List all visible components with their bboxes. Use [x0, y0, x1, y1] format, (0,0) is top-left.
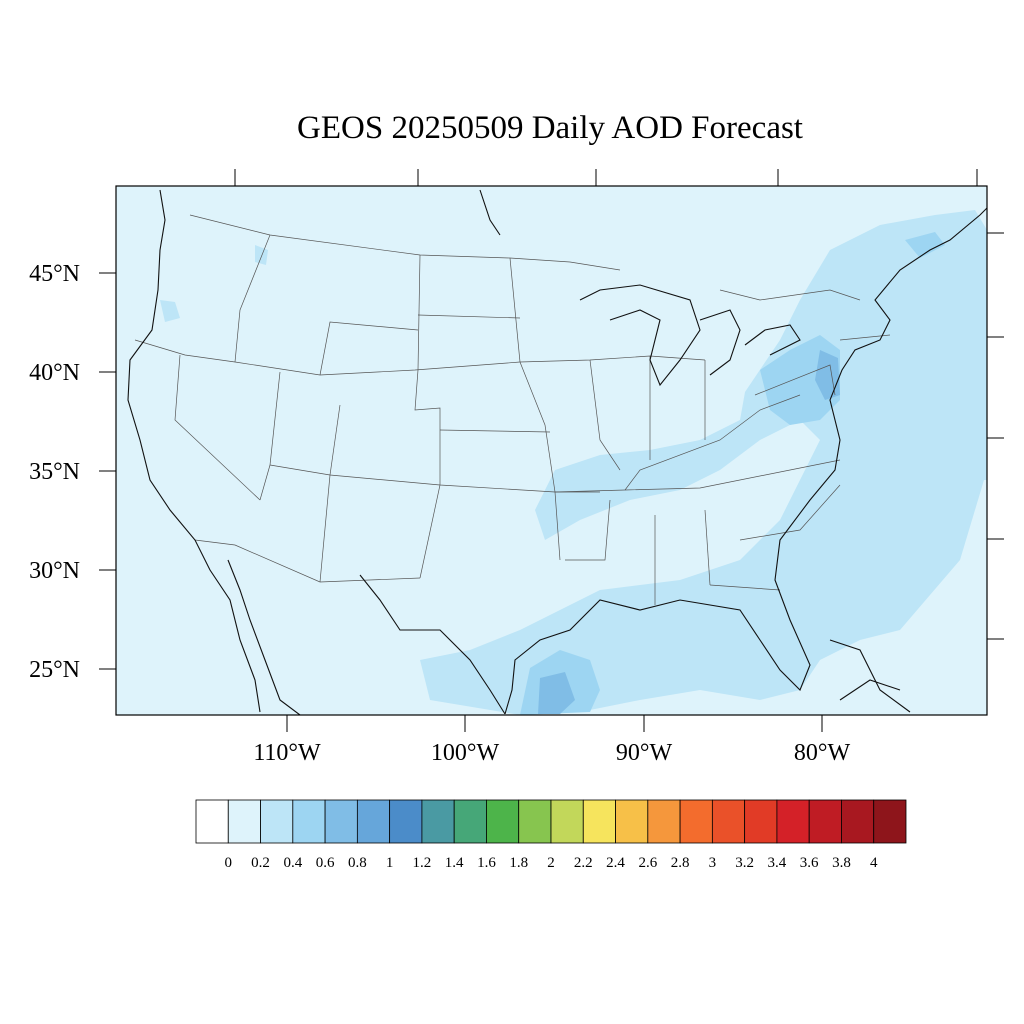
colorbar-tick-label: 2.4: [606, 855, 625, 871]
aod-level-0.2-0.4: [160, 210, 987, 715]
colorbar-swatch: [260, 799, 294, 844]
top-ticks: [234, 169, 978, 186]
colorbar-tick-label: 1.6: [477, 855, 496, 871]
colorbar-tick-label: 4: [870, 855, 878, 871]
colorbar-swatch: [453, 799, 487, 844]
map-title: GEOS 20250509 Daily AOD Forecast: [297, 110, 803, 146]
colorbar-swatch: [421, 799, 455, 844]
colorbar-swatch: [356, 799, 391, 844]
left-ticks: [99, 272, 116, 670]
colorbar-tick-label: 2.8: [671, 855, 690, 871]
lat-label-25: 25°N: [29, 657, 80, 683]
colorbar-swatch: [679, 799, 713, 844]
aod-field: [160, 210, 987, 715]
colorbar-swatch: [744, 799, 778, 844]
right-ticks: [987, 232, 1004, 640]
lat-labels: 45°N 40°N 35°N 30°N 25°N: [29, 261, 80, 683]
lat-label-30: 30°N: [29, 558, 80, 584]
map-frame: [115, 185, 988, 716]
colorbar-swatch: [808, 799, 842, 844]
colorbar-swatch: [486, 799, 520, 844]
colorbar-tick-label: 2: [547, 855, 555, 871]
colorbar: [195, 799, 907, 844]
colorbar-tick-label: 0.2: [251, 855, 270, 871]
colorbar-tick-label: 3.4: [768, 855, 787, 871]
colorbar-tick-label: 3.8: [832, 855, 851, 871]
lat-label-40: 40°N: [29, 360, 80, 386]
colorbar-swatch: [582, 799, 616, 844]
colorbar-tick-label: 1.2: [413, 855, 432, 871]
colorbar-swatch: [227, 799, 261, 844]
colorbar-swatch: [711, 799, 746, 844]
colorbar-tick-label: 1.4: [445, 855, 464, 871]
colorbar-swatch: [324, 799, 358, 844]
colorbar-swatch: [389, 799, 423, 844]
colorbar-swatch: [292, 799, 326, 844]
colorbar-tick-label: 0.8: [348, 855, 367, 871]
lon-label-100: 100°W: [431, 740, 500, 766]
lat-label-35: 35°N: [29, 459, 80, 485]
colorbar-tick-label: 3.2: [735, 855, 754, 871]
colorbar-tick-label: 0: [225, 855, 233, 871]
coastlines: [127, 189, 987, 715]
colorbar-tick-label: 3: [709, 855, 717, 871]
colorbar-swatch: [647, 799, 681, 844]
colorbar-tick-label: 2.2: [574, 855, 593, 871]
colorbar-tick-label: 1.8: [509, 855, 528, 871]
lon-label-110: 110°W: [253, 740, 321, 766]
state-boundaries: [134, 214, 891, 605]
lon-label-90: 90°W: [616, 740, 673, 766]
colorbar-swatch: [195, 799, 229, 844]
colorbar-swatch: [873, 799, 907, 844]
colorbar-swatch: [776, 799, 810, 844]
colorbar-swatch: [550, 799, 584, 844]
colorbar-labels: 0 0.2 0.4 0.6 0.8 1 1.2 1.4 1.6 1.8 2 2.2 2.4 2.6 2.8 3…: [225, 855, 878, 871]
colorbar-tick-label: 2.6: [638, 855, 657, 871]
colorbar-tick-label: 0.4: [283, 855, 302, 871]
colorbar-tick-label: 3.6: [800, 855, 819, 871]
lat-label-45: 45°N: [29, 261, 80, 287]
colorbar-swatch: [615, 799, 649, 844]
lon-labels: 110°W 100°W 90°W 80°W: [253, 740, 850, 766]
colorbar-tick-label: 1: [386, 855, 394, 871]
colorbar-swatch: [841, 799, 875, 844]
bottom-ticks: [286, 715, 823, 732]
colorbar-tick-label: 0.6: [316, 855, 335, 871]
lon-label-80: 80°W: [794, 740, 851, 766]
colorbar-swatch: [518, 799, 552, 844]
